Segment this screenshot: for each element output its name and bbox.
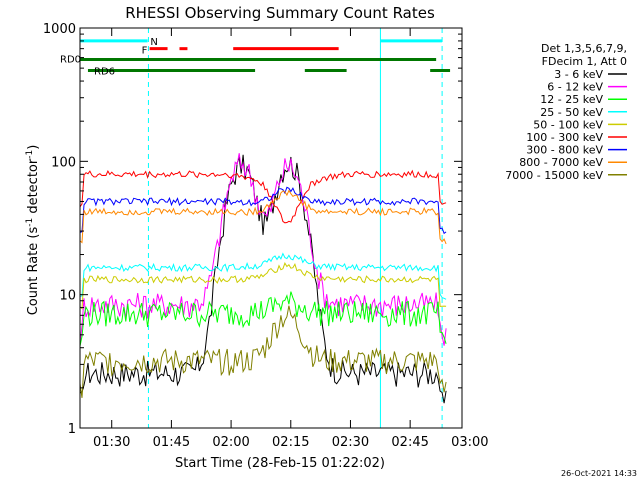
y-tick-label-2: 100 [51,155,76,170]
series-line-5 [79,169,447,224]
legend: Det 1,3,5,6,7,9, FDecim 1, Att 0 3 - 6 k… [505,42,627,182]
y-tick-label-3: 1000 [43,22,76,37]
x-tick-label-0: 01:30 [93,435,130,450]
legend-entry-label-1: 6 - 12 keV [547,81,603,94]
y-axis-label-part2: detector [26,158,41,218]
plot-frame [79,27,463,429]
x-axis: 01:30 01:45 02:00 02:15 02:30 02:45 03:00 [93,28,489,450]
y-axis-label-part3: ) [26,145,41,150]
series-line-1 [79,153,447,346]
chart-title: RHESSI Observing Summary Count Rates [125,4,435,22]
series-line-4 [79,262,447,310]
x-tick-label-6: 03:00 [451,435,488,450]
x-tick-label-5: 02:45 [391,435,428,450]
legend-entry-label-3: 25 - 50 keV [540,106,603,119]
legend-header-line1: Det 1,3,5,6,7,9, [541,42,627,55]
legend-header-line2: FDecim 1, Att 0 [542,55,627,68]
legend-entry-label-0: 3 - 6 keV [554,68,603,81]
x-axis-label: Start Time (28-Feb-15 01:22:02) [175,456,385,471]
y-axis-label-part1: Count Rate (s [26,227,41,316]
y-axis-label-sup1: -1 [25,218,35,227]
y-axis-label: Count Rate (s-1 detector-1) [25,145,41,316]
series-line-6 [79,186,447,235]
legend-entry-label-2: 12 - 25 keV [540,93,603,106]
y-axis: 1 10 100 1000 [43,22,462,437]
legend-entry-label-7: 800 - 7000 keV [519,156,603,169]
flag-label-f: F [142,46,148,57]
flag-label-n: N [150,37,157,48]
series-line-8 [79,305,447,398]
x-tick-label-2: 02:00 [212,435,249,450]
y-axis-label-sup2: -1 [25,150,35,159]
legend-entry-label-4: 50 - 100 keV [533,118,603,131]
series-line-2 [79,291,447,347]
series-line-0 [79,154,447,404]
x-tick-label-1: 01:45 [153,435,190,450]
x-tick-label-3: 02:15 [272,435,309,450]
series-line-7 [79,189,447,245]
x-tick-label-4: 02:30 [332,435,369,450]
y-tick-label-0: 1 [68,422,76,437]
plot-area: NF RD0 RD6 [60,28,451,428]
legend-entry-label-6: 300 - 800 keV [526,144,603,157]
flag-label-rd6: RD6 [94,67,115,78]
legend-entry-label-5: 100 - 300 keV [526,131,603,144]
y-tick-label-1: 10 [59,289,76,304]
flag-label-rd0: RD0 [60,55,81,66]
footer-stamp: 26-Oct-2021 14:33 [561,469,637,478]
series-line-3 [79,252,447,300]
legend-entry-label-8: 7000 - 15000 keV [505,169,603,182]
